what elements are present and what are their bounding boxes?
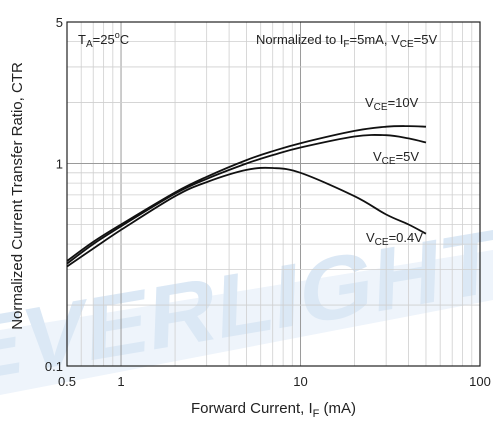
annotations: TA=25oC Normalized to IF=5mA, VCE=5V: [78, 30, 437, 50]
series-line-2: [66, 166, 427, 268]
normalization-annotation: Normalized to IF=5mA, VCE=5V: [256, 32, 437, 50]
axis-titles: Forward Current, IF (mA) Normalized Curre…: [9, 62, 356, 420]
series-line-1: [66, 134, 427, 265]
y-tick-label: 1: [56, 157, 63, 172]
x-tick-label: 1: [117, 374, 124, 389]
series-label-2: VCE=0.4V: [366, 230, 423, 248]
y-tick-label: 5: [56, 15, 63, 30]
temperature-annotation: TA=25oC: [78, 30, 129, 50]
y-axis-title: Normalized Current Transfer Ratio, CTR: [9, 62, 26, 330]
x-tick-label: 0.5: [58, 374, 76, 389]
tick-labels: 0.5 1 10 100 0.1 1 5: [45, 15, 491, 389]
plot-frame: [66, 21, 481, 367]
series-line-0: [66, 125, 427, 262]
grid: [67, 22, 480, 366]
series-label-0: VCE=10V: [365, 95, 419, 113]
x-axis-title: Forward Current, IF (mA): [191, 400, 356, 420]
y-tick-label: 0.1: [45, 359, 63, 374]
series-label-1: VCE=5V: [373, 149, 419, 167]
x-tick-label: 10: [293, 374, 307, 389]
x-tick-label: 100: [469, 374, 491, 389]
series-group: VCE=10V VCE=5V VCE=0.4V: [66, 95, 427, 268]
